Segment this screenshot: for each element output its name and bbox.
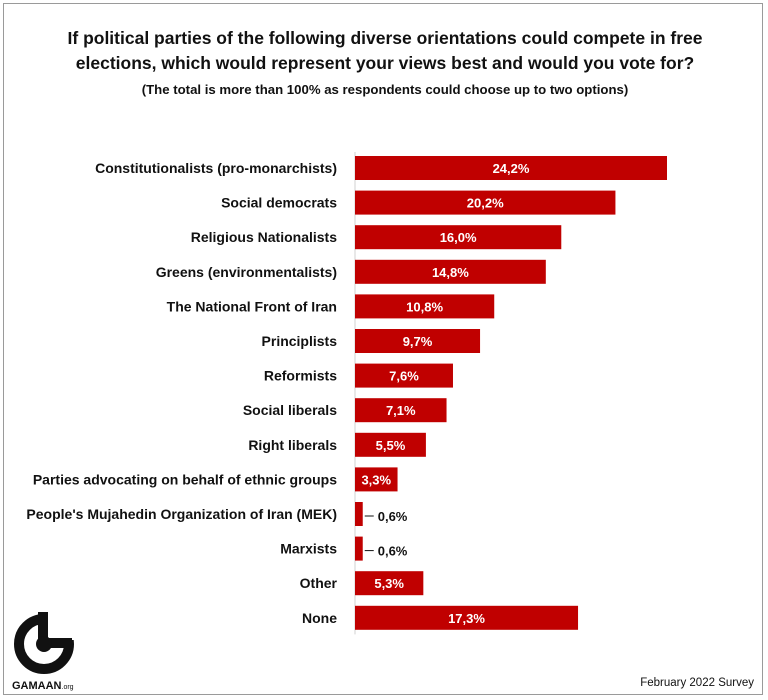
data-label: 10,8% [406, 299, 443, 314]
logo-name: GAMAAN.org [12, 680, 74, 692]
category-label: Marxists [280, 541, 337, 557]
category-label: Principlists [262, 333, 338, 349]
data-label: 3,3% [361, 472, 391, 487]
category-label: Constitutionalists (pro-monarchists) [95, 160, 337, 176]
category-label: Other [300, 575, 338, 591]
bar [355, 398, 447, 423]
bar [355, 571, 424, 596]
data-label: 0,6% [378, 509, 408, 524]
bar [355, 156, 667, 180]
chart-subtitle: (The total is more than 100% as responde… [141, 82, 629, 97]
bar [355, 294, 495, 319]
data-label: 16,0% [440, 230, 477, 245]
category-label: Greens (environmentalists) [156, 264, 337, 280]
data-label: 20,2% [467, 196, 504, 211]
data-label: 9,7% [403, 334, 433, 349]
data-label: 7,1% [386, 403, 416, 418]
bar [355, 605, 579, 630]
bar [355, 259, 546, 284]
bar [355, 190, 616, 215]
category-label: Right liberals [248, 437, 337, 453]
chart-title-main: If political parties of the following di… [67, 28, 703, 73]
data-label: 5,3% [374, 576, 404, 591]
data-label: 17,3% [448, 611, 485, 626]
bar [355, 363, 453, 388]
data-label: 14,8% [432, 265, 469, 280]
gamaan-logo-icon [14, 612, 76, 674]
data-label: 7,6% [389, 369, 419, 384]
bar [355, 536, 363, 561]
bar [355, 329, 481, 353]
bar [355, 502, 363, 526]
category-label: Social liberals [243, 402, 337, 418]
bar [355, 225, 562, 250]
category-label: Parties advocating on behalf of ethnic g… [33, 471, 337, 487]
data-label: 0,6% [378, 544, 408, 559]
category-label: Reformists [264, 368, 337, 384]
survey-date: February 2022 Survey [640, 677, 754, 689]
chart-title: If political parties of the following di… [60, 26, 710, 102]
category-label: None [302, 610, 337, 626]
category-label: Religious Nationalists [191, 229, 337, 245]
chart-frame [3, 3, 763, 695]
category-label: Social democrats [221, 195, 337, 211]
bar [355, 432, 426, 457]
category-label: People's Mujahedin Organization of Iran … [26, 506, 337, 522]
data-label: 24,2% [493, 161, 530, 176]
bar [355, 467, 398, 492]
category-label: The National Front of Iran [167, 298, 337, 314]
data-label: 5,5% [376, 438, 406, 453]
